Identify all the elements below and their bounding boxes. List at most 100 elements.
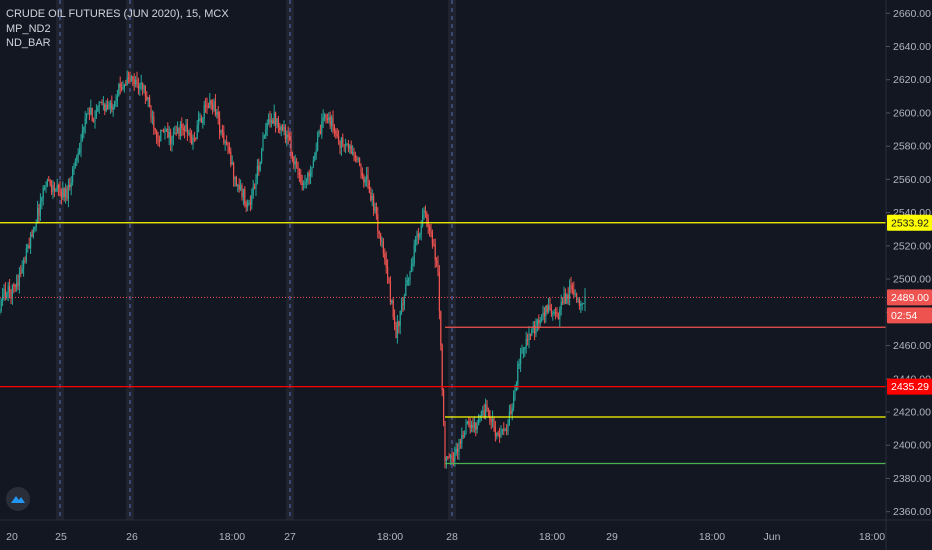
candle-body: [525, 338, 527, 348]
candle-body: [129, 78, 131, 82]
x-tick-label: 25: [55, 531, 67, 543]
candle-body: [459, 442, 461, 444]
candle-body: [93, 121, 95, 123]
candle-body: [286, 134, 288, 140]
yellow-level-tag: 2533.92: [887, 214, 932, 231]
candle-body: [381, 241, 383, 243]
candle-body: [305, 181, 307, 183]
candle-body: [72, 168, 74, 183]
x-tick-label: 28: [446, 531, 458, 543]
candle-body: [387, 266, 389, 279]
candle-body: [0, 299, 2, 311]
candle-body: [317, 136, 319, 151]
candle-body: [524, 347, 526, 350]
candle-body: [133, 79, 135, 85]
candle-body: [95, 111, 97, 118]
candle-body: [293, 156, 295, 165]
candle-body: [448, 457, 450, 459]
candle-body: [534, 325, 536, 334]
candle-body: [196, 125, 198, 139]
candle-body: [203, 105, 205, 120]
yellow-level-tag-bg: [887, 214, 932, 231]
candle-body: [279, 127, 281, 130]
candle-body: [83, 126, 85, 132]
candle-body: [494, 427, 496, 437]
candle-body: [303, 183, 305, 185]
candle-body: [536, 320, 538, 326]
candle-body: [31, 234, 33, 237]
candle-body: [300, 174, 302, 183]
candle-body: [272, 120, 274, 124]
indicator-mp-nd2[interactable]: MP_ND2: [6, 22, 51, 35]
candle-body: [419, 233, 421, 238]
candle-body: [44, 187, 46, 189]
x-tick-label: 26: [126, 531, 138, 543]
candle-body: [130, 76, 132, 82]
candle-body: [385, 259, 387, 267]
candle-body: [471, 425, 473, 428]
candle-body: [137, 85, 139, 89]
candle-body: [332, 117, 334, 127]
candle-body: [522, 349, 524, 351]
candle-body: [360, 165, 362, 173]
candle-body: [170, 131, 172, 144]
candle-body: [200, 118, 202, 124]
candle-body: [557, 316, 559, 320]
candle-body: [356, 158, 358, 160]
candle-body: [69, 184, 71, 188]
candle-body: [273, 112, 275, 124]
candle-body: [514, 390, 516, 396]
candle-body: [268, 119, 270, 123]
candle-body: [550, 308, 552, 314]
candle-body: [251, 195, 253, 205]
x-tick-label: 18:00: [539, 531, 565, 543]
candle-body: [39, 201, 41, 216]
candle-body: [231, 162, 233, 165]
symbol-title[interactable]: CRUDE OIL FUTURES (JUN 2020), 15, MCX: [6, 8, 229, 20]
candle-body: [465, 423, 467, 434]
candle-body: [395, 324, 397, 339]
tradingview-logo-icon[interactable]: [6, 487, 30, 511]
candle-body: [256, 165, 258, 179]
candle-body: [181, 124, 183, 129]
candle-body: [571, 285, 573, 290]
candle-body: [136, 79, 138, 86]
candle-body: [307, 172, 309, 182]
indicator-nd-bar[interactable]: ND_BAR: [6, 37, 51, 49]
candle-body: [359, 158, 361, 166]
candle-body: [289, 137, 291, 140]
y-tick-label: 2500.00: [893, 274, 931, 286]
candle-body: [258, 165, 260, 171]
candle-body: [433, 244, 435, 246]
candle-body: [541, 319, 543, 321]
candle-body: [371, 195, 373, 201]
candle-body: [396, 321, 398, 339]
candle-body: [324, 115, 326, 118]
candle-body: [112, 106, 114, 110]
candle-body: [490, 419, 492, 422]
candle-body: [88, 113, 90, 115]
candle-body: [186, 124, 188, 134]
candle-body: [447, 456, 449, 458]
candle-body: [56, 185, 58, 190]
candle-body: [415, 240, 417, 245]
candle-body: [328, 117, 330, 121]
candle-body: [408, 279, 410, 281]
candle-body: [391, 300, 393, 303]
candle-body: [80, 139, 82, 150]
y-tick-label: 2460.00: [893, 340, 931, 352]
candle-body: [581, 303, 583, 305]
candle-body: [16, 282, 18, 288]
candle-body: [457, 448, 459, 452]
candle-body: [230, 151, 232, 165]
candle-body: [118, 84, 120, 96]
candle-body: [94, 117, 96, 122]
candle-body: [335, 130, 337, 134]
candle-body: [265, 129, 267, 136]
candle-body: [482, 410, 484, 412]
candle-body: [291, 151, 293, 157]
candle-body: [11, 284, 13, 299]
candle-body: [296, 161, 298, 163]
candle-body: [255, 178, 257, 188]
